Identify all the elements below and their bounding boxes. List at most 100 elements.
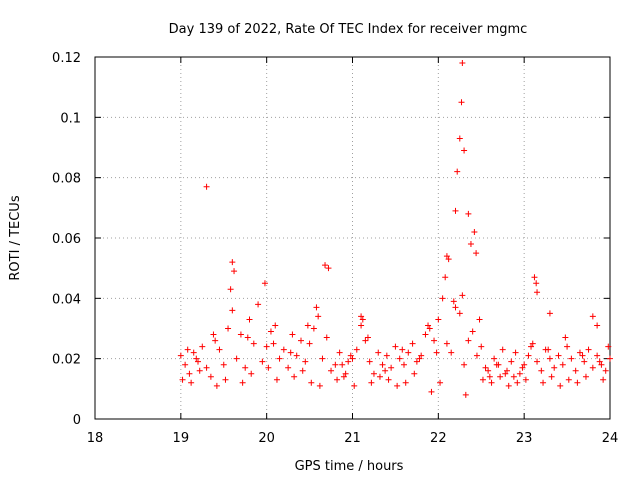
data-point	[366, 358, 373, 365]
data-point	[276, 355, 283, 362]
data-point	[426, 325, 433, 332]
data-point	[332, 361, 339, 368]
data-point	[325, 265, 332, 272]
gridlines	[95, 57, 610, 419]
data-point	[229, 307, 236, 314]
data-point	[465, 337, 472, 344]
y-tick-label: 0.02	[52, 353, 81, 368]
data-point	[210, 331, 217, 338]
data-point	[562, 334, 569, 341]
data-point	[568, 355, 575, 362]
data-point	[319, 355, 326, 362]
data-point	[437, 379, 444, 386]
data-point	[298, 337, 304, 344]
data-point	[467, 241, 474, 248]
data-point	[479, 376, 486, 383]
data-point	[308, 379, 315, 386]
data-point	[212, 337, 219, 344]
data-point	[461, 147, 468, 154]
data-point	[431, 337, 438, 344]
data-point	[184, 346, 191, 353]
data-point	[469, 328, 476, 335]
data-point	[491, 355, 498, 362]
data-point	[233, 355, 240, 362]
data-point	[582, 373, 589, 380]
data-point	[409, 340, 416, 347]
data-point	[529, 340, 536, 347]
data-point	[594, 322, 601, 329]
data-point	[416, 355, 423, 362]
data-point	[422, 331, 429, 338]
data-point	[401, 361, 407, 368]
data-point	[336, 349, 343, 356]
data-point	[213, 382, 220, 389]
data-point	[190, 349, 197, 356]
data-point	[242, 364, 249, 371]
data-point	[499, 346, 506, 353]
data-point	[473, 250, 480, 257]
data-point	[485, 367, 492, 374]
data-point	[396, 355, 403, 362]
data-point	[179, 376, 186, 383]
data-point	[433, 349, 440, 356]
data-point	[237, 331, 244, 338]
data-point	[465, 210, 472, 217]
x-tick-label: 19	[173, 431, 190, 446]
data-point	[359, 316, 366, 323]
data-point	[459, 60, 466, 67]
data-point	[531, 274, 538, 281]
data-point	[322, 262, 329, 269]
data-point	[557, 382, 564, 389]
data-point	[405, 349, 412, 356]
data-point	[370, 370, 377, 377]
data-point	[388, 364, 395, 371]
data-point	[385, 376, 392, 383]
data-point	[207, 373, 214, 380]
data-point	[546, 310, 553, 317]
data-point	[229, 259, 236, 266]
data-point	[456, 310, 463, 317]
data-point	[572, 367, 579, 374]
data-point	[383, 352, 390, 359]
data-point	[273, 376, 280, 383]
data-point	[225, 325, 232, 332]
data-point	[270, 340, 277, 347]
data-point	[375, 349, 382, 356]
data-point	[280, 346, 287, 353]
y-tick-label: 0.1	[60, 111, 81, 126]
data-point	[313, 304, 320, 311]
data-point	[602, 367, 609, 374]
data-point	[272, 322, 279, 329]
x-tick-label: 22	[430, 431, 447, 446]
data-point	[482, 364, 489, 371]
data-point	[399, 346, 406, 353]
data-point	[376, 373, 383, 380]
data-point	[443, 253, 450, 260]
data-point	[394, 382, 401, 389]
y-tick-label: 0.08	[52, 172, 81, 187]
data-point	[227, 286, 234, 293]
data-point	[358, 313, 365, 320]
data-point	[540, 379, 547, 386]
data-point	[600, 376, 607, 383]
data-point	[521, 361, 528, 368]
data-point	[220, 361, 227, 368]
data-point	[418, 352, 425, 359]
data-point	[534, 358, 541, 365]
data-point	[323, 334, 330, 341]
data-point	[442, 274, 449, 281]
y-tick-label: 0.04	[52, 292, 81, 307]
data-point	[306, 340, 313, 347]
data-point	[486, 373, 493, 380]
data-point	[195, 358, 201, 365]
data-point	[428, 388, 435, 395]
y-tick-label: 0.12	[52, 51, 81, 66]
data-point	[315, 313, 322, 320]
x-tick-label: 23	[516, 431, 533, 446]
data-point	[379, 361, 386, 368]
data-point	[596, 358, 603, 365]
data-point	[340, 373, 347, 380]
data-point	[382, 367, 389, 374]
data-point	[364, 334, 371, 341]
